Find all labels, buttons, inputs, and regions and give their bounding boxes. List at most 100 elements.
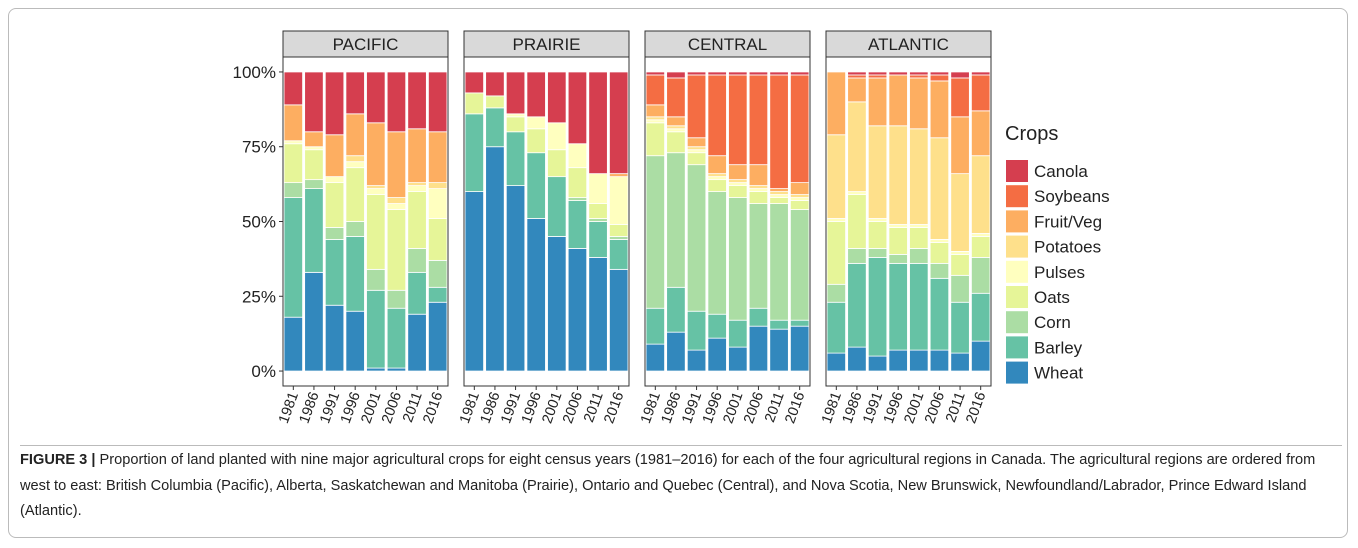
bar-segment bbox=[407, 248, 427, 273]
bar-segment bbox=[666, 286, 686, 333]
legend-label: Wheat bbox=[1034, 364, 1083, 383]
facet-title: ATLANTIC bbox=[868, 35, 949, 54]
bar-segment bbox=[588, 218, 608, 222]
bar-segment bbox=[909, 71, 929, 76]
bar-segment bbox=[769, 188, 789, 192]
legend-title: Crops bbox=[1005, 123, 1058, 145]
facet-title: PRAIRIE bbox=[512, 35, 580, 54]
bar-segment bbox=[324, 227, 345, 240]
bar-segment bbox=[283, 197, 303, 318]
bar-segment bbox=[505, 116, 526, 133]
facet-strip bbox=[282, 30, 449, 58]
bar-segment bbox=[971, 71, 991, 76]
bar-segment bbox=[971, 155, 991, 234]
bar-segment bbox=[867, 355, 888, 372]
bar-segment bbox=[971, 340, 991, 372]
bar-segment bbox=[748, 71, 769, 76]
bar-segment bbox=[505, 113, 526, 118]
bar-segment bbox=[769, 194, 789, 198]
bar-segment bbox=[547, 71, 567, 124]
legend-key bbox=[1006, 210, 1028, 233]
bar-segment bbox=[909, 74, 929, 79]
bar-segment bbox=[790, 197, 810, 201]
bar-segment bbox=[407, 191, 427, 249]
bar-segment bbox=[386, 71, 407, 133]
bar-segment bbox=[769, 74, 789, 190]
bar-segment bbox=[645, 116, 665, 121]
legend-key bbox=[1006, 260, 1028, 283]
legend-label: Oats bbox=[1034, 288, 1070, 307]
bar-segment bbox=[728, 74, 748, 166]
chart: PACIFIC19811986199119962001200620112016P… bbox=[233, 30, 1110, 426]
bar-segment bbox=[728, 346, 748, 372]
bar-segment bbox=[929, 71, 950, 76]
bar-segment bbox=[304, 271, 324, 372]
bar-segment bbox=[366, 289, 386, 369]
bar-segment bbox=[790, 71, 810, 76]
bar-segment bbox=[324, 239, 345, 306]
bar-segment bbox=[728, 164, 748, 181]
bar-segment bbox=[867, 256, 888, 357]
bar-segment bbox=[386, 367, 407, 372]
bar-segment bbox=[588, 173, 608, 204]
bar-segment bbox=[645, 104, 665, 118]
bar-segment bbox=[847, 346, 867, 372]
bar-segment bbox=[826, 283, 846, 303]
bar-segment bbox=[526, 152, 546, 219]
bar-segment bbox=[728, 185, 748, 198]
bar-segment bbox=[526, 218, 546, 372]
bar-segment bbox=[526, 128, 546, 154]
bar-segment bbox=[950, 77, 970, 118]
bar-segment bbox=[526, 116, 546, 130]
bar-segment bbox=[428, 131, 448, 184]
bar-segment bbox=[324, 134, 345, 178]
bar-segment bbox=[950, 173, 970, 252]
bar-segment bbox=[324, 71, 345, 136]
bar-segment bbox=[304, 146, 324, 151]
bar-segment bbox=[609, 236, 629, 240]
bar-segment bbox=[748, 307, 769, 327]
bar-segment bbox=[428, 301, 448, 372]
bar-segment bbox=[707, 179, 727, 192]
bar-segment bbox=[686, 310, 707, 351]
bar-segment bbox=[971, 256, 991, 294]
bar-segment bbox=[686, 152, 707, 166]
bar-segment bbox=[888, 349, 908, 372]
bar-segment bbox=[909, 248, 929, 264]
bar-segment bbox=[909, 262, 929, 351]
bar-segment bbox=[407, 71, 427, 130]
bar-segment bbox=[366, 71, 386, 124]
bar-segment bbox=[567, 167, 588, 198]
bar-segment bbox=[588, 71, 608, 175]
bar-segment bbox=[826, 134, 846, 219]
bar-segment bbox=[345, 221, 365, 237]
bar-segment bbox=[588, 221, 608, 258]
bar-segment bbox=[950, 352, 970, 372]
bar-segment bbox=[428, 182, 448, 189]
bar-segment bbox=[728, 182, 748, 187]
bar-segment bbox=[728, 197, 748, 321]
facet-title: PACIFIC bbox=[333, 35, 399, 54]
legend-key bbox=[1006, 185, 1028, 208]
bar-segment bbox=[728, 179, 748, 184]
bar-segment bbox=[666, 152, 686, 288]
bar-segment bbox=[366, 188, 386, 195]
bar-segment bbox=[547, 236, 567, 372]
bar-segment bbox=[686, 146, 707, 151]
y-tick-label: 0% bbox=[251, 362, 276, 381]
y-tick-label: 50% bbox=[242, 213, 276, 232]
bar-segment bbox=[428, 286, 448, 303]
bar-segment bbox=[748, 203, 769, 309]
bar-segment bbox=[790, 319, 810, 327]
bar-segment bbox=[790, 209, 810, 321]
bar-segment bbox=[609, 173, 629, 178]
bar-segment bbox=[748, 325, 769, 372]
bar-segment bbox=[366, 185, 386, 189]
bar-segment bbox=[748, 74, 769, 166]
bar-segment bbox=[666, 125, 686, 130]
bar-segment bbox=[929, 74, 950, 82]
bar-segment bbox=[909, 128, 929, 225]
legend-label: Fruit/Veg bbox=[1034, 212, 1102, 231]
bar-segment bbox=[304, 131, 324, 148]
bar-segment bbox=[386, 197, 407, 204]
